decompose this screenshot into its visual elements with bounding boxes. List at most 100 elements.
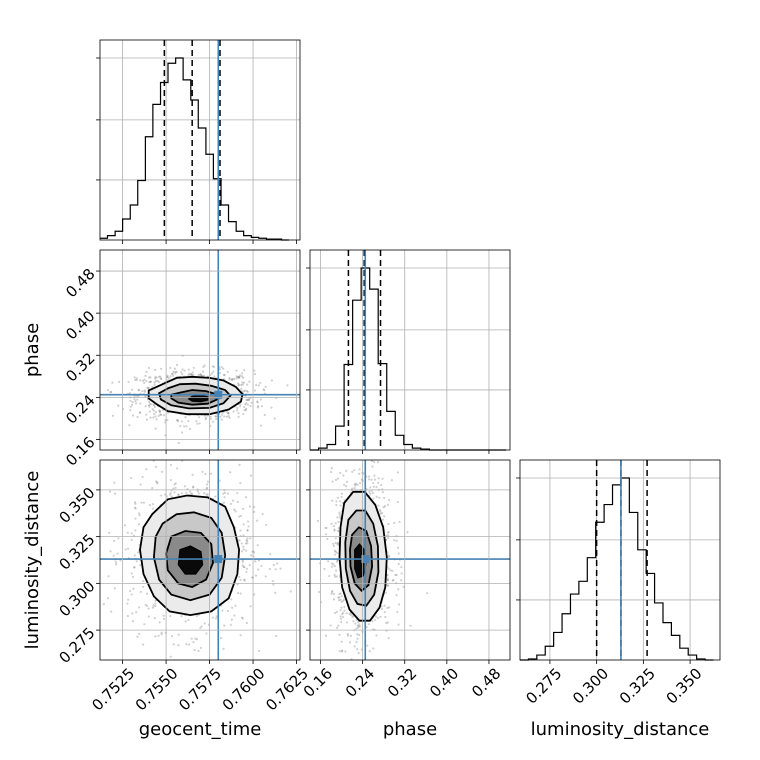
scatter-point	[223, 415, 226, 418]
scatter-point	[206, 414, 209, 417]
scatter-point	[154, 599, 157, 602]
scatter-point	[174, 482, 177, 485]
scatter-point	[375, 634, 378, 637]
scatter-point	[372, 497, 375, 500]
scatter-point	[223, 491, 227, 494]
scatter-point	[204, 417, 207, 421]
scatter-point	[249, 537, 252, 540]
x-axis-label-luminosity_distance: luminosity_distance	[531, 719, 710, 740]
scatter-point	[245, 567, 249, 570]
scatter-point	[340, 650, 344, 653]
scatter-point	[346, 632, 349, 636]
scatter-point	[355, 641, 358, 644]
scatter-point	[336, 541, 340, 544]
scatter-point	[335, 626, 339, 629]
scatter-point	[199, 372, 202, 376]
scatter-point	[358, 468, 361, 471]
contour-line	[147, 375, 244, 416]
scatter-point	[237, 376, 240, 379]
scatter-point	[240, 387, 243, 391]
scatter-point	[334, 478, 338, 482]
scatter-point	[128, 392, 132, 395]
scatter-point	[176, 419, 179, 422]
scatter-point	[155, 376, 158, 379]
scatter-point	[236, 492, 239, 495]
scatter-point	[335, 500, 338, 503]
scatter-point	[192, 373, 195, 376]
scatter-point	[244, 542, 247, 545]
scatter-point	[377, 504, 380, 507]
scatter-point	[337, 599, 341, 602]
scatter-point	[192, 485, 195, 488]
scatter-point	[371, 465, 374, 468]
scatter-point	[384, 615, 387, 619]
scatter-point	[197, 373, 200, 377]
scatter-panel-geocent_time-luminosity_distance	[100, 460, 300, 660]
scatter-point	[93, 380, 95, 382]
scatter-point	[332, 544, 336, 548]
scatter-point	[370, 478, 373, 481]
scatter-point	[135, 377, 138, 380]
scatter-point	[354, 482, 358, 485]
y-tick-label-phase: 0.40	[62, 307, 98, 343]
scatter-point	[253, 372, 257, 376]
scatter-point	[355, 627, 358, 630]
scatter-point	[389, 569, 392, 572]
scatter-point	[233, 508, 236, 511]
scatter-point	[148, 405, 151, 408]
scatter-point	[138, 411, 142, 414]
contour-line	[152, 511, 227, 602]
scatter-point	[332, 598, 336, 601]
scatter-point	[240, 372, 244, 375]
scatter-point	[175, 467, 179, 470]
scatter-point	[148, 401, 151, 404]
scatter-point	[149, 416, 152, 419]
scatter-point	[372, 647, 375, 650]
scatter-point	[135, 378, 138, 381]
scatter-point	[136, 635, 139, 638]
scatter-point	[246, 398, 250, 401]
scatter-point	[170, 495, 173, 498]
scatter-point	[256, 544, 259, 547]
scatter-point	[158, 411, 162, 414]
scatter-point	[136, 398, 139, 401]
scatter-point	[177, 493, 180, 496]
x-tick-label-geocent_time: 0.7575	[175, 664, 225, 714]
scatter-point	[275, 634, 278, 638]
scatter-point	[387, 584, 390, 587]
scatter-point	[236, 583, 239, 586]
scatter-point	[128, 424, 131, 427]
scatter-point	[158, 375, 161, 378]
scatter-point	[368, 650, 371, 653]
scatter-point	[253, 369, 256, 372]
scatter-point	[393, 521, 396, 525]
scatter-point	[342, 474, 345, 477]
scatter-point	[147, 615, 151, 618]
scatter-point	[397, 588, 400, 591]
scatter-point	[357, 633, 361, 637]
scatter-point	[160, 470, 164, 473]
scatter-point	[358, 481, 362, 485]
panel-frame	[519, 459, 721, 661]
scatter-point	[236, 382, 240, 385]
scatter-point	[330, 565, 334, 568]
scatter-point	[263, 413, 266, 417]
scatter-point	[374, 445, 376, 447]
scatter-point	[238, 539, 241, 542]
scatter-point	[126, 531, 129, 534]
scatter-point	[328, 574, 331, 578]
scatter-point	[348, 641, 352, 644]
scatter-point	[229, 502, 233, 505]
scatter-point	[159, 413, 162, 416]
scatter-point	[181, 368, 184, 371]
scatter-point	[336, 516, 339, 519]
scatter-point	[387, 567, 390, 570]
scatter-point	[260, 405, 264, 408]
scatter-point	[336, 477, 340, 480]
scatter-point	[354, 484, 357, 487]
scatter-point	[191, 371, 194, 374]
scatter-point	[355, 423, 357, 425]
x-tick-label-phase: 0.24	[342, 664, 378, 700]
scatter-point	[337, 520, 340, 523]
scatter-point	[368, 475, 371, 478]
